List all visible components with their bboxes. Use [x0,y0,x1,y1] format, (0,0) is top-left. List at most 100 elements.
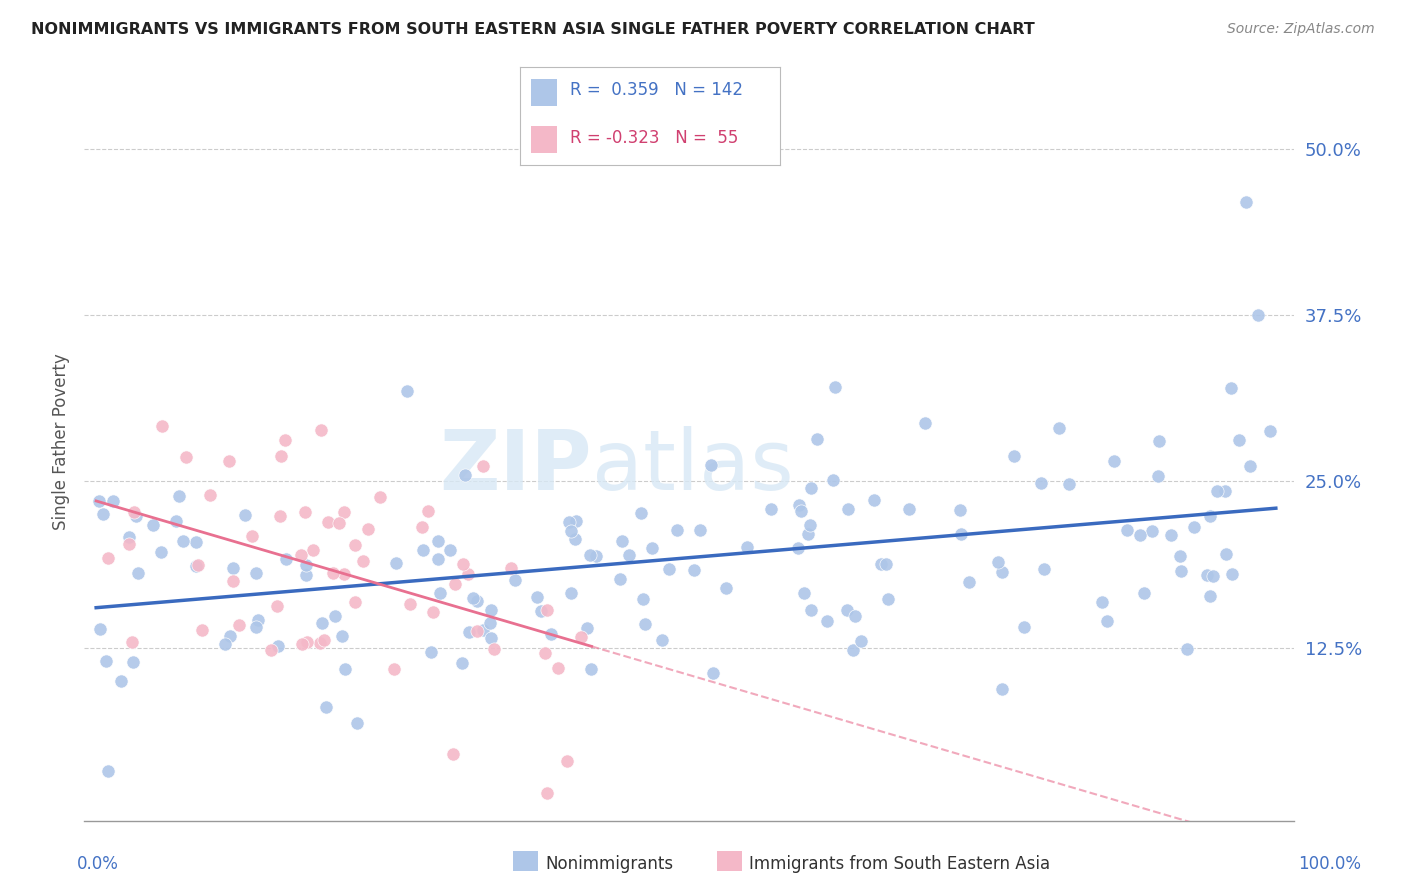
Point [315,700,337,714]
Point [471,624,494,638]
Point [344,595,367,609]
Point [453,558,475,572]
Point [484,642,506,657]
Point [167,489,190,503]
Point [790,503,813,517]
Point [641,541,664,556]
Point [465,594,488,608]
Point [294,558,316,573]
Point [579,548,602,562]
Point [849,634,872,648]
Point [787,498,810,512]
Point [479,603,502,617]
Point [124,509,146,524]
Point [312,633,335,648]
Point [1213,484,1236,499]
Point [333,567,356,582]
Point [118,530,141,544]
Point [245,620,267,634]
Point [1115,523,1137,537]
Point [103,494,125,508]
Point [322,566,344,581]
Point [302,543,325,558]
Point [844,609,866,624]
Point [630,506,652,520]
Text: Source: ZipAtlas.com: Source: ZipAtlas.com [1227,22,1375,37]
Point [800,603,823,617]
Point [1029,476,1052,491]
Point [914,416,936,430]
Point [1195,568,1218,582]
Point [1091,595,1114,609]
Point [328,516,350,530]
Point [564,532,586,546]
Text: NONIMMIGRANTS VS IMMIGRANTS FROM SOUTH EASTERN ASIA SINGLE FATHER POVERTY CORREL: NONIMMIGRANTS VS IMMIGRANTS FROM SOUTH E… [31,22,1035,37]
Point [792,586,814,600]
Point [876,557,898,571]
Point [837,502,859,516]
Point [877,591,900,606]
Point [634,616,657,631]
Point [576,621,599,635]
Point [536,602,558,616]
Point [565,514,588,528]
Point [1258,425,1281,439]
Point [536,786,558,800]
Point [266,599,288,613]
Point [122,655,145,669]
Point [352,554,374,568]
Point [689,523,711,537]
Point [260,642,283,657]
Point [651,632,673,647]
Point [316,516,339,530]
Point [950,526,973,541]
Point [560,524,582,539]
Point [121,635,143,649]
Point [1182,520,1205,534]
Point [569,630,592,644]
Y-axis label: Single Father Poverty: Single Father Poverty [52,353,70,530]
Point [429,586,451,600]
Point [222,574,245,589]
Point [555,754,578,768]
Point [89,622,111,636]
Text: Immigrants from South Eastern Asia: Immigrants from South Eastern Asia [749,855,1050,872]
Point [1234,195,1257,210]
Point [821,473,844,487]
Point [165,514,187,528]
Point [737,541,759,555]
Point [443,576,465,591]
Point [1247,308,1270,322]
Point [416,504,439,518]
Point [1227,434,1250,448]
Bar [530,126,557,153]
Text: 0.0%: 0.0% [77,855,120,872]
Point [357,522,380,536]
Point [245,566,267,580]
Point [453,467,475,482]
Point [420,645,443,659]
Point [291,636,314,650]
Point [240,529,263,543]
Point [870,557,893,571]
Point [439,543,461,558]
Point [991,566,1014,580]
Point [631,591,654,606]
Point [505,573,527,587]
Point [479,631,502,645]
Point [1220,566,1243,581]
Point [1147,468,1170,483]
Point [294,568,316,582]
Point [297,635,319,649]
Point [1239,459,1261,474]
Point [534,646,557,660]
Point [309,423,332,437]
Point [835,603,858,617]
Point [800,481,823,495]
Point [87,494,110,508]
Point [714,582,737,596]
Point [987,555,1010,569]
Point [228,618,250,632]
Point [897,501,920,516]
Point [1133,586,1156,600]
